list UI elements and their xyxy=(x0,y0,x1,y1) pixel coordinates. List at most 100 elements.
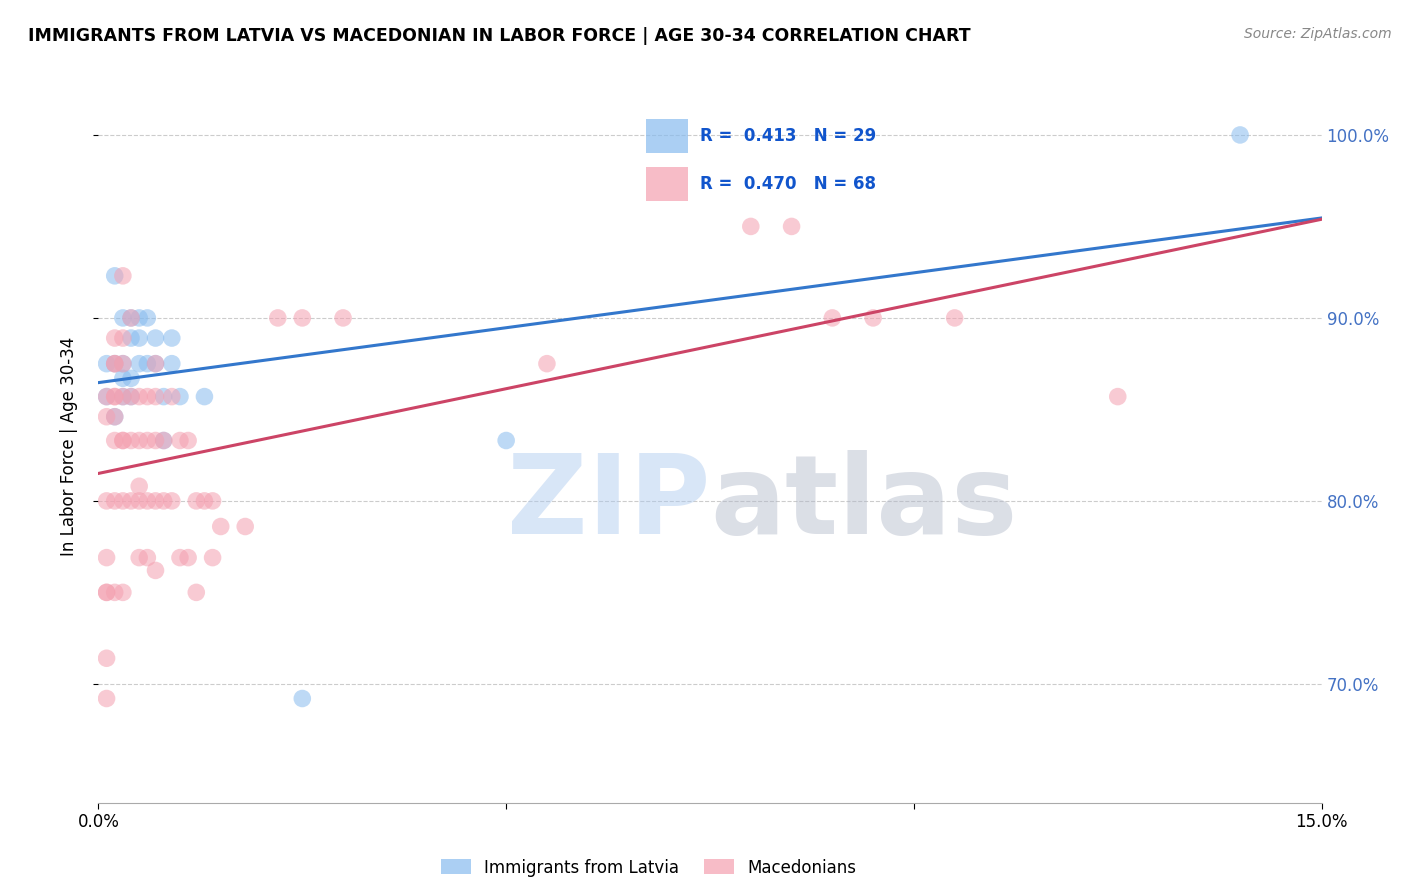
Point xyxy=(111,434,134,448)
Point xyxy=(128,494,150,508)
Point xyxy=(128,357,150,371)
Point xyxy=(821,310,844,325)
Point xyxy=(128,434,150,448)
Point xyxy=(1107,390,1129,404)
Point xyxy=(136,390,159,404)
Point xyxy=(145,331,167,345)
Point xyxy=(104,268,127,283)
Point xyxy=(120,434,142,448)
Point xyxy=(120,390,142,404)
Point xyxy=(177,550,200,565)
Point xyxy=(145,390,167,404)
Point xyxy=(177,434,200,448)
Point xyxy=(111,331,134,345)
Point xyxy=(209,519,232,533)
Point xyxy=(495,434,517,448)
Point xyxy=(145,494,167,508)
Point xyxy=(186,494,208,508)
Point xyxy=(136,494,159,508)
Point xyxy=(128,479,150,493)
Point xyxy=(96,691,118,706)
Point xyxy=(136,434,159,448)
Point xyxy=(128,390,150,404)
Point xyxy=(96,357,118,371)
Point xyxy=(291,691,314,706)
Point xyxy=(96,494,118,508)
Legend: Immigrants from Latvia, Macedonians: Immigrants from Latvia, Macedonians xyxy=(441,858,856,877)
Point xyxy=(111,434,134,448)
Point xyxy=(152,494,174,508)
Point xyxy=(160,357,183,371)
Point xyxy=(96,390,118,404)
Point xyxy=(111,357,134,371)
Point xyxy=(96,550,118,565)
Point xyxy=(169,550,191,565)
Point xyxy=(536,357,558,371)
Point xyxy=(111,371,134,385)
Point xyxy=(104,357,127,371)
Point xyxy=(740,219,762,234)
Point xyxy=(160,390,183,404)
Point xyxy=(862,310,884,325)
Point xyxy=(136,310,159,325)
Point xyxy=(152,390,174,404)
Point xyxy=(291,310,314,325)
Point xyxy=(111,357,134,371)
Point xyxy=(169,390,191,404)
Point xyxy=(111,585,134,599)
Point xyxy=(120,310,142,325)
Point xyxy=(96,585,118,599)
Point xyxy=(160,494,183,508)
Point xyxy=(111,268,134,283)
Point xyxy=(104,331,127,345)
Point xyxy=(120,310,142,325)
Point xyxy=(120,494,142,508)
Point xyxy=(104,409,127,424)
Point xyxy=(145,563,167,577)
Point xyxy=(233,519,256,533)
Point xyxy=(96,651,118,665)
Point xyxy=(104,357,127,371)
Point xyxy=(201,550,224,565)
Point xyxy=(136,550,159,565)
Point xyxy=(193,494,215,508)
Point xyxy=(145,357,167,371)
Point xyxy=(104,390,127,404)
Point xyxy=(267,310,290,325)
Point xyxy=(128,550,150,565)
Point xyxy=(145,434,167,448)
Point xyxy=(152,434,174,448)
Point xyxy=(152,434,174,448)
Point xyxy=(193,390,215,404)
Point xyxy=(160,331,183,345)
Point xyxy=(780,219,803,234)
Point xyxy=(943,310,966,325)
Point xyxy=(104,390,127,404)
Point xyxy=(96,390,118,404)
Point xyxy=(104,585,127,599)
Point xyxy=(169,434,191,448)
Point xyxy=(145,357,167,371)
Point xyxy=(186,585,208,599)
Point xyxy=(201,494,224,508)
Point xyxy=(136,357,159,371)
Point xyxy=(120,371,142,385)
Point xyxy=(128,310,150,325)
Point xyxy=(111,494,134,508)
Point xyxy=(128,331,150,345)
Point xyxy=(120,390,142,404)
Point xyxy=(120,331,142,345)
Point xyxy=(104,434,127,448)
Text: Source: ZipAtlas.com: Source: ZipAtlas.com xyxy=(1244,27,1392,41)
Point xyxy=(111,390,134,404)
Point xyxy=(104,409,127,424)
Point xyxy=(96,585,118,599)
Text: IMMIGRANTS FROM LATVIA VS MACEDONIAN IN LABOR FORCE | AGE 30-34 CORRELATION CHAR: IMMIGRANTS FROM LATVIA VS MACEDONIAN IN … xyxy=(28,27,970,45)
Point xyxy=(96,409,118,424)
Text: atlas: atlas xyxy=(710,450,1018,557)
Y-axis label: In Labor Force | Age 30-34: In Labor Force | Age 30-34 xyxy=(59,336,77,556)
Point xyxy=(1229,128,1251,142)
Text: ZIP: ZIP xyxy=(506,450,710,557)
Point xyxy=(111,310,134,325)
Point xyxy=(332,310,354,325)
